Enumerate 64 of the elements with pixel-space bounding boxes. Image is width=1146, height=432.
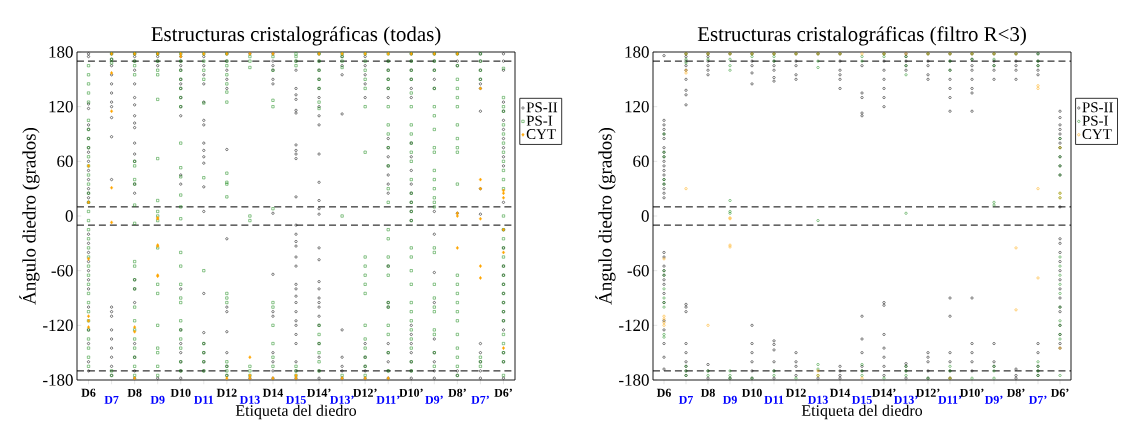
chart-title: Estructuras cristalográficas (filtro R<3) <box>697 26 1026 46</box>
x-axis-title: Etiqueta del diedro <box>235 404 357 420</box>
x-tick-label: D6’ <box>1050 388 1069 397</box>
y-axis-title: Ángulo diedro (grados) <box>595 127 616 305</box>
y-tick-label: 180 <box>625 46 649 58</box>
x-tick-label: D12 <box>216 388 237 397</box>
x-tick-label: D7’ <box>1028 395 1047 404</box>
x-tick-label: D9 <box>150 395 165 404</box>
legend-label: CYT <box>526 129 556 140</box>
y-tick-label: -180 <box>619 374 649 386</box>
y-tick-label: 120 <box>625 100 649 113</box>
x-tick-label: D12’ <box>915 388 940 397</box>
x-tick-label: D13’ <box>330 395 354 404</box>
x-tick-label: D9 <box>722 395 737 404</box>
y-tick-label: -180 <box>43 374 73 386</box>
x-tick-label: D9’ <box>425 395 443 404</box>
x-tick-label: D8 <box>700 388 715 397</box>
x-tick-label: D11 <box>764 395 784 404</box>
x-tick-label: D13 <box>239 395 260 404</box>
x-tick-label: D7 <box>678 395 694 404</box>
y-tick-label: -120 <box>619 319 649 332</box>
x-tick-label: D10’ <box>959 388 984 397</box>
x-tick-label: D10 <box>741 388 762 397</box>
legend-label: PS-I <box>1082 115 1109 126</box>
x-tick-label: D7 <box>104 395 119 404</box>
y-tick-label: -60 <box>627 264 649 277</box>
x-tick-label: D7’ <box>471 395 489 404</box>
x-tick-label: D14’ <box>871 388 896 397</box>
x-tick-label: D6 <box>656 388 671 397</box>
x-tick-label: D11’ <box>938 395 962 404</box>
y-tick-label: 120 <box>49 100 73 113</box>
x-tick-label: D8’ <box>448 388 466 397</box>
x-tick-label: D14 <box>262 388 284 397</box>
x-tick-label: D14 <box>829 388 851 397</box>
x-tick-label: D10 <box>170 388 191 397</box>
x-tick-label: D8’ <box>1006 388 1025 397</box>
x-tick-label: D11’ <box>376 395 400 404</box>
y-tick-label: 60 <box>57 155 73 168</box>
x-tick-label: D11 <box>194 395 214 404</box>
x-tick-label: D13’ <box>893 395 918 404</box>
y-tick-label: -120 <box>43 319 73 332</box>
legend-label: PS-II <box>1082 102 1113 113</box>
y-tick-label: 180 <box>49 46 73 58</box>
y-axis-title: Ángulo diedro (grados) <box>19 127 40 305</box>
x-tick-label: D6’ <box>494 388 512 397</box>
x-tick-label: D10’ <box>399 388 423 397</box>
chart-title: Estructuras cristalográficas (todas) <box>151 26 441 46</box>
x-tick-label: D9’ <box>984 395 1003 404</box>
x-axis-title: Etiqueta del diedro <box>801 404 923 420</box>
legend-label: PS-I <box>526 115 553 126</box>
x-tick-label: D15 <box>285 395 306 404</box>
x-tick-label: D12’ <box>353 388 377 397</box>
legend-label: PS-II <box>526 102 558 113</box>
x-tick-label: D6 <box>81 388 96 397</box>
x-tick-label: D15 <box>851 395 872 404</box>
x-tick-label: D8 <box>127 388 142 397</box>
x-tick-label: D14’ <box>306 388 331 397</box>
y-tick-label: -60 <box>51 264 73 277</box>
y-tick-label: 0 <box>641 210 649 222</box>
x-tick-label: D12 <box>785 388 806 397</box>
legend-label: CYT <box>1082 129 1112 140</box>
y-tick-label: 60 <box>633 155 649 168</box>
x-tick-label: D13 <box>807 395 828 404</box>
y-tick-label: 0 <box>65 210 73 222</box>
